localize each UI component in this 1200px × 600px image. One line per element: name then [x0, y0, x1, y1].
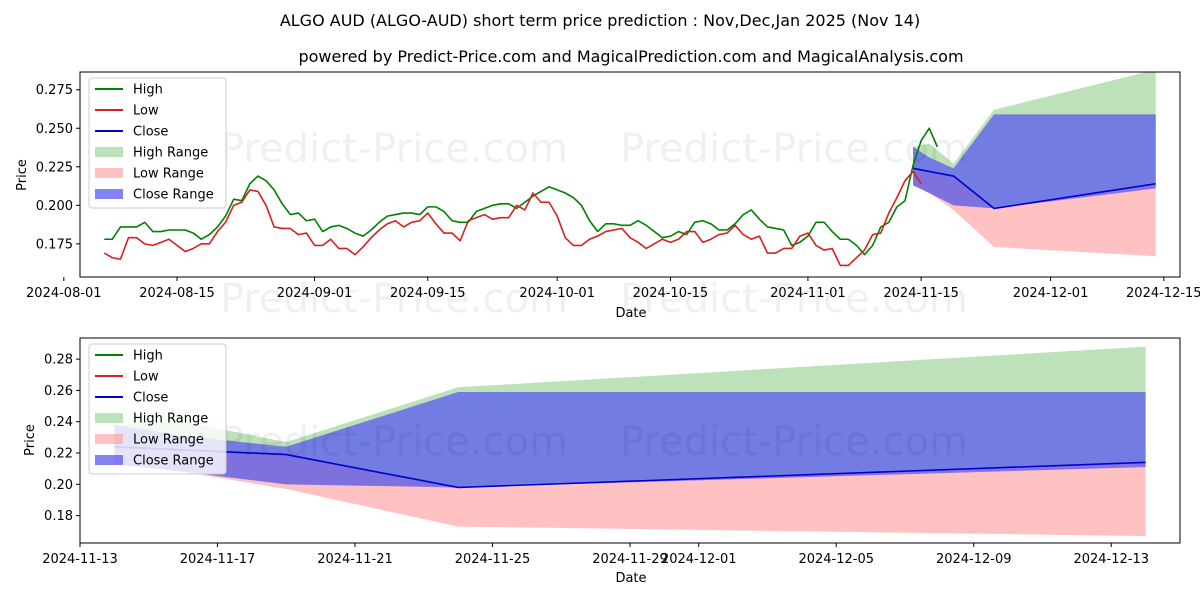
- top-low-line: [103, 170, 922, 267]
- bottom-y-tick-label: 0.18: [44, 509, 73, 524]
- bottom-low-range-band: [114, 446, 1146, 536]
- bottom-legend-swatch-low-range: [95, 434, 123, 444]
- top-legend: High Low Close High Range Low Range Close Ran…: [88, 77, 227, 209]
- bottom-y-tick-label: 0.20: [44, 478, 73, 493]
- bottom-watermark-left: Predict-Price.com: [220, 419, 568, 465]
- top-x-tick-label: 2024-11-01: [770, 286, 846, 301]
- top-x-tick-label: 2024-08-01: [26, 286, 102, 301]
- top-x-tick-label: 2024-09-01: [277, 286, 353, 301]
- bottom-legend-frame: [88, 343, 227, 475]
- bottom-legend-label: Low: [133, 370, 159, 385]
- top-axes-frame: [79, 71, 1181, 278]
- bottom-legend-label: Close: [133, 391, 168, 406]
- top-chart-panel: Predict-Price.com Predict-Price.com Pred…: [15, 71, 1200, 322]
- bottom-legend-label: High: [133, 349, 163, 364]
- bottom-x-axis-label: Date: [615, 571, 646, 586]
- bottom-y-tick-label: 0.28: [44, 353, 73, 368]
- bottom-legend-label: Close Range: [133, 454, 214, 469]
- bottom-y-tick-label: 0.24: [44, 415, 73, 430]
- bottom-legend: High Low Close High Range Low Range Close Ran…: [88, 343, 227, 475]
- top-x-axis-label: Date: [615, 306, 646, 321]
- bottom-x-tick-label: 2024-12-01: [661, 552, 737, 567]
- top-close-line: [912, 167, 1156, 210]
- top-watermark-right: Predict-Price.com: [620, 126, 968, 172]
- top-legend-label: Close: [133, 125, 168, 140]
- top-legend-label: Close Range: [133, 188, 214, 203]
- top-watermark-lower-left: Predict-Price.com: [220, 276, 568, 322]
- bottom-x-tick-label: 2024-12-13: [1073, 552, 1149, 567]
- bottom-y-tick-label: 0.26: [44, 384, 73, 399]
- top-legend-frame: [88, 77, 227, 209]
- bottom-chart-panel: Predict-Price.com Predict-Price.com 2024…: [23, 337, 1181, 586]
- top-legend-label: High: [133, 83, 163, 98]
- top-x-tick-label: 2024-10-15: [633, 286, 709, 301]
- bottom-y-axis-label: Price: [23, 424, 38, 456]
- top-watermark-lower-right: Predict-Price.com: [620, 276, 968, 322]
- bottom-legend-swatch-high-range: [95, 413, 123, 423]
- bottom-x-tick-label: 2024-11-21: [317, 552, 393, 567]
- top-y-tick-label: 0.200: [36, 199, 73, 214]
- bottom-x-tick-label: 2024-12-05: [798, 552, 874, 567]
- top-y-tick-label: 0.275: [36, 83, 73, 98]
- top-watermark-left: Predict-Price.com: [220, 126, 568, 172]
- top-y-tick-label: 0.250: [36, 122, 73, 137]
- chart-subtitle: powered by Predict-Price.com and Magical…: [298, 47, 963, 66]
- top-x-tick-label: 2024-08-15: [139, 286, 215, 301]
- top-legend-swatch-close-range: [95, 189, 123, 199]
- top-x-tick-label: 2024-11-15: [883, 286, 959, 301]
- top-legend-swatch-low-range: [95, 168, 123, 178]
- top-x-tick-label: 2024-09-15: [390, 286, 466, 301]
- bottom-x-tick-label: 2024-11-13: [42, 552, 118, 567]
- top-legend-label: High Range: [133, 146, 208, 161]
- top-legend-swatch-high-range: [95, 147, 123, 157]
- top-x-tick-label: 2024-12-15: [1126, 286, 1200, 301]
- bottom-x-tick-label: 2024-11-17: [180, 552, 256, 567]
- top-high-line: [104, 127, 939, 256]
- bottom-watermark-right: Predict-Price.com: [620, 419, 968, 465]
- bottom-x-tick-label: 2024-11-29: [592, 552, 668, 567]
- top-x-tick-label: 2024-12-01: [1013, 286, 1089, 301]
- top-x-tick-label: 2024-10-01: [519, 286, 595, 301]
- bottom-close-range-band: [114, 391, 1146, 488]
- top-y-tick-label: 0.225: [36, 160, 73, 175]
- bottom-y-tick-label: 0.22: [44, 447, 73, 462]
- top-legend-label: Low Range: [133, 167, 204, 182]
- chart-title: ALGO AUD (ALGO-AUD) short term price pre…: [280, 11, 920, 30]
- bottom-x-tick-label: 2024-12-09: [936, 552, 1012, 567]
- bottom-legend-label: Low Range: [133, 433, 204, 448]
- top-close-range-band: [913, 114, 1156, 209]
- bottom-legend-label: High Range: [133, 412, 208, 427]
- top-low-range-band: [913, 168, 1156, 257]
- top-y-tick-label: 0.175: [36, 237, 73, 252]
- bottom-x-tick-label: 2024-11-25: [455, 552, 531, 567]
- top-y-axis-label: Price: [15, 159, 30, 191]
- top-legend-label: Low: [133, 104, 159, 119]
- bottom-legend-swatch-close-range: [95, 455, 123, 465]
